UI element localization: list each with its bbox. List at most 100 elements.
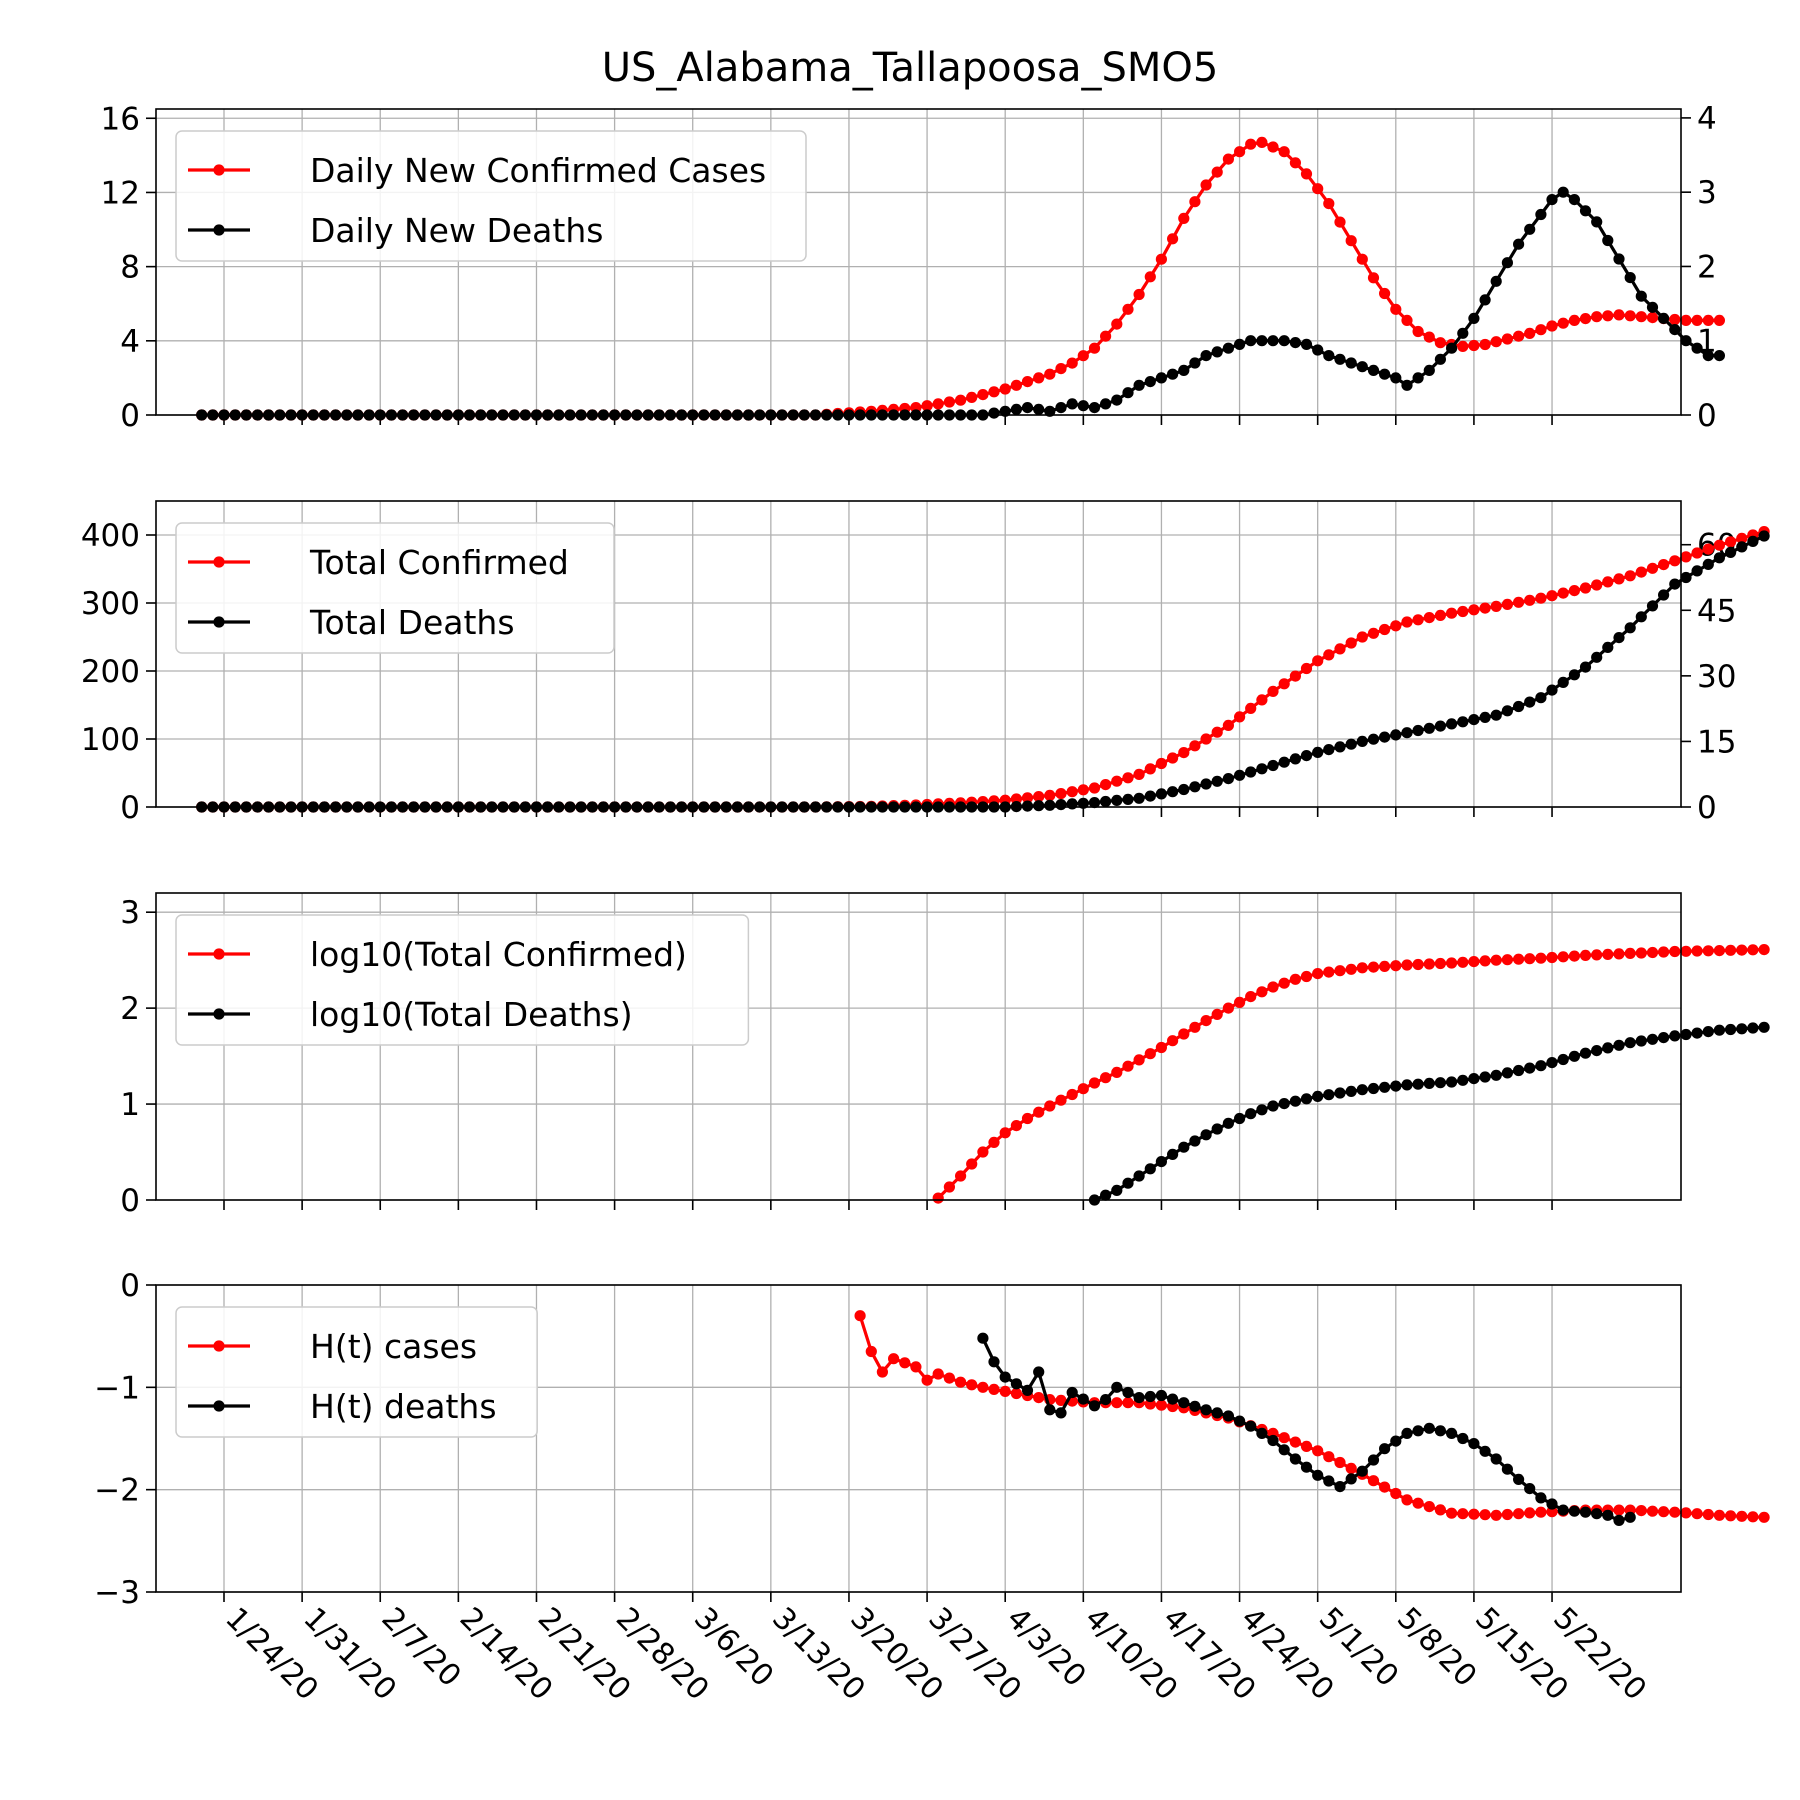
data-point <box>1524 223 1536 235</box>
data-point <box>1390 729 1402 741</box>
data-point <box>1323 198 1335 210</box>
data-point <box>1312 655 1324 667</box>
legend-marker <box>213 948 225 960</box>
data-point <box>1624 1511 1636 1523</box>
data-point <box>1423 722 1435 734</box>
data-point <box>1457 605 1469 618</box>
data-point <box>1122 1177 1134 1189</box>
data-point <box>1122 303 1134 315</box>
data-point <box>1312 183 1324 195</box>
data-point <box>1356 631 1368 643</box>
x-tick-label: 5/8/20 <box>1390 1601 1483 1694</box>
data-point <box>1725 1023 1737 1036</box>
data-point <box>1669 313 1681 326</box>
data-point <box>1033 800 1045 812</box>
data-point <box>1434 1504 1446 1516</box>
legend-label: Total Deaths <box>309 603 515 642</box>
data-point <box>1513 330 1525 342</box>
data-point <box>1691 342 1703 354</box>
data-point <box>1591 1508 1603 1520</box>
data-point <box>1546 1498 1558 1510</box>
data-point <box>1468 312 1480 324</box>
data-point <box>1088 797 1101 809</box>
data-point <box>1669 945 1681 958</box>
data-point <box>1334 353 1346 365</box>
data-point <box>1077 350 1089 362</box>
y-tick-label: 16 <box>101 101 140 137</box>
data-point <box>899 1357 911 1369</box>
legend-box <box>175 130 807 262</box>
data-point <box>1334 1456 1346 1469</box>
data-point <box>1245 766 1257 778</box>
data-point <box>1412 1425 1424 1437</box>
data-point <box>1345 357 1357 369</box>
data-point <box>1256 335 1268 347</box>
data-point <box>1133 1054 1145 1066</box>
data-point <box>1356 1084 1368 1096</box>
data-point <box>1658 1506 1670 1518</box>
data-point <box>932 1368 944 1380</box>
data-point <box>1524 327 1536 339</box>
data-point <box>876 1366 889 1378</box>
data-point <box>1200 1404 1212 1416</box>
data-point <box>1658 946 1670 958</box>
data-point <box>1211 1008 1223 1021</box>
data-point <box>955 1170 967 1182</box>
right-y-tick-label: 2 <box>1697 249 1717 285</box>
data-point <box>1579 313 1592 325</box>
data-point <box>1234 996 1246 1009</box>
data-point <box>1189 781 1201 793</box>
right-y-tick-label: 45 <box>1697 593 1736 629</box>
data-point <box>1479 1509 1491 1521</box>
data-point <box>1010 379 1023 391</box>
data-point <box>1635 611 1647 623</box>
y-tick-label: 0 <box>120 1268 140 1304</box>
data-point <box>1557 951 1569 963</box>
data-point <box>1535 952 1547 964</box>
data-point <box>865 1345 877 1358</box>
data-point <box>1713 552 1725 564</box>
data-point <box>1044 1100 1056 1112</box>
data-point <box>1367 1454 1380 1466</box>
data-point <box>1457 1508 1469 1520</box>
data-point <box>1468 714 1480 726</box>
y-tick-label: 400 <box>81 518 140 554</box>
data-point <box>1546 194 1558 206</box>
data-point <box>1278 335 1290 347</box>
data-point <box>1289 157 1301 169</box>
data-point <box>1680 571 1692 584</box>
data-point <box>988 1356 1000 1368</box>
data-point <box>1613 1514 1625 1526</box>
data-point <box>1077 784 1089 796</box>
panel-2: 0100200300400015304560Total ConfirmedTot… <box>81 500 1770 826</box>
data-point <box>1390 1435 1402 1447</box>
data-point <box>1278 756 1290 768</box>
data-point <box>1680 1507 1692 1519</box>
data-point <box>1367 961 1380 973</box>
data-point <box>1568 950 1580 962</box>
data-point <box>999 405 1011 417</box>
data-point <box>1379 1081 1391 1093</box>
data-point <box>854 1310 866 1322</box>
data-point <box>888 1353 900 1365</box>
data-point <box>1222 1002 1234 1014</box>
data-point <box>1334 741 1346 753</box>
data-point <box>1613 253 1625 265</box>
data-point <box>1401 1079 1413 1091</box>
data-point <box>1501 598 1513 611</box>
data-point <box>1401 727 1413 739</box>
data-point <box>1044 368 1056 380</box>
data-point <box>1479 338 1491 351</box>
data-point <box>977 1146 989 1158</box>
data-point <box>1088 1077 1101 1089</box>
data-point <box>1055 363 1067 375</box>
data-point <box>1479 711 1491 724</box>
data-point <box>932 1192 944 1204</box>
data-point <box>1122 1397 1134 1409</box>
data-point <box>1178 364 1190 376</box>
data-point <box>1289 973 1301 985</box>
data-point <box>1434 1077 1446 1089</box>
data-point <box>1222 153 1234 165</box>
data-point <box>1211 726 1223 738</box>
data-point <box>1434 353 1446 365</box>
